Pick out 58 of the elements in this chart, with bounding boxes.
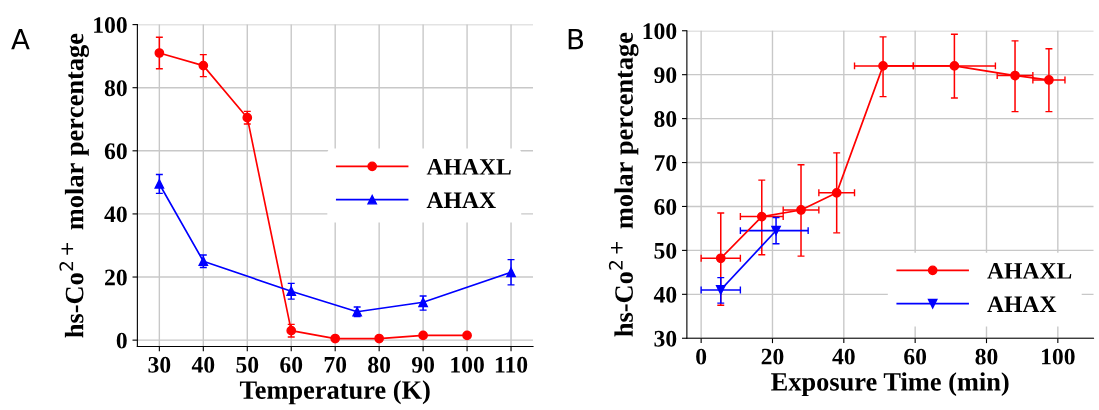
y-tick-label: 70 xyxy=(654,155,677,171)
x-tick-label: 80 xyxy=(975,348,998,365)
point xyxy=(1044,75,1054,85)
y-tick-label: 20 xyxy=(105,269,127,286)
y-tick-label: 0 xyxy=(116,332,127,349)
point xyxy=(878,61,888,71)
x-tick-label: 40 xyxy=(832,348,855,365)
x-tick-label: 60 xyxy=(280,356,303,373)
text: B xyxy=(568,28,584,50)
x-axis-title: Exposure Time (min) xyxy=(771,372,1009,397)
y-tick-label: 90 xyxy=(654,67,677,84)
point xyxy=(330,333,341,344)
x-tick-label: 100 xyxy=(1042,348,1075,365)
y-tick-label: 80 xyxy=(104,80,127,97)
legend-label: AHAXL xyxy=(426,159,511,175)
point xyxy=(374,333,385,344)
point xyxy=(715,285,726,295)
point xyxy=(154,179,165,189)
point xyxy=(771,225,781,236)
legend-label: AHAX xyxy=(987,296,1057,312)
point xyxy=(1010,70,1020,81)
legend-label: AHAX xyxy=(426,192,496,208)
point xyxy=(715,253,726,264)
point xyxy=(949,61,960,71)
point xyxy=(198,60,209,71)
legend-label: AHAXL xyxy=(987,263,1072,279)
x-tick-label: 20 xyxy=(761,348,784,365)
point xyxy=(154,48,165,58)
y-tick-label: 60 xyxy=(654,198,677,215)
x-tick-label: 100 xyxy=(451,356,484,373)
text: A xyxy=(11,28,30,50)
point xyxy=(418,330,428,341)
y-axis-title: hs-Co$^{2+}$ molar percentage xyxy=(608,32,639,337)
x-tick-label: 90 xyxy=(411,356,435,373)
x-tick-label: 40 xyxy=(191,356,215,373)
point xyxy=(506,267,516,278)
x-tick-label: 50 xyxy=(236,356,259,373)
x-axis-title: Temperature (K) xyxy=(239,380,430,405)
y-tick-label: 40 xyxy=(104,206,127,223)
y-tick-label: 100 xyxy=(94,17,127,34)
point xyxy=(796,205,806,215)
y-tick-label: 100 xyxy=(643,23,677,40)
y-tick-label: 60 xyxy=(104,143,127,160)
x-tick-label: 0 xyxy=(696,348,707,365)
y-tick-label: 80 xyxy=(654,111,677,128)
x-tick-label: 80 xyxy=(368,356,391,373)
y-tick-label: 30 xyxy=(654,330,677,347)
y-tick-label: 50 xyxy=(654,242,677,259)
x-tick-label: 70 xyxy=(324,356,347,373)
x-tick-label: 60 xyxy=(904,348,927,365)
x-tick-label: 30 xyxy=(148,356,171,373)
point xyxy=(831,187,842,198)
point xyxy=(286,286,297,297)
y-axis-title: hs-Co$^{2+}$ molar percentage xyxy=(59,33,90,338)
point xyxy=(462,330,472,341)
x-tick-label: 110 xyxy=(495,356,528,373)
y-tick-label: 40 xyxy=(653,286,677,303)
point xyxy=(756,211,767,222)
